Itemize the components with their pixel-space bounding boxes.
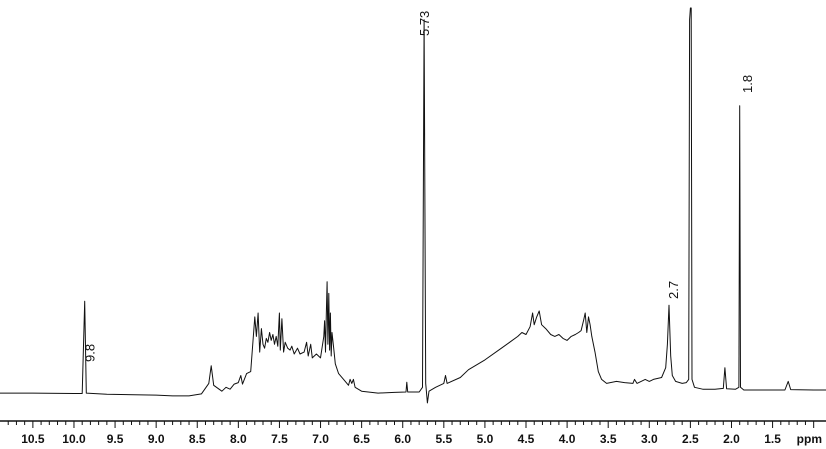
- x-tick-label: 5.0: [477, 432, 494, 446]
- x-tick-label: 7.0: [312, 432, 329, 446]
- peak-label: 9.8: [82, 344, 97, 362]
- x-tick-label: 10.0: [62, 432, 86, 446]
- plot-area: [0, 7, 826, 404]
- x-axis-unit-label: ppm: [797, 432, 822, 446]
- peak-label: 2.7: [666, 281, 681, 299]
- x-tick-label: 3.5: [600, 432, 617, 446]
- x-axis-ticks: 10.5 10.0 9.5 9.0 8.5 8.0 7.5 7.0 6.5 6.0 5.5 5.0 4.…: [7, 421, 815, 446]
- x-tick-label: 8.0: [230, 432, 247, 446]
- x-tick-label: 5.5: [435, 432, 452, 446]
- x-tick-label: 9.5: [107, 432, 124, 446]
- x-tick-label: 2.5: [682, 432, 699, 446]
- x-tick-label: 1.5: [764, 432, 781, 446]
- x-tick-label: 9.0: [148, 432, 165, 446]
- peak-label: 1.8: [740, 75, 755, 93]
- x-tick-label: 7.5: [271, 432, 288, 446]
- x-tick-label: 6.5: [353, 432, 370, 446]
- peak-labels: 9.8 5.73 2.7 1.8: [82, 11, 755, 362]
- x-tick-label: 3.0: [641, 432, 658, 446]
- x-tick-label: 2.0: [723, 432, 740, 446]
- x-tick-label: 4.5: [518, 432, 535, 446]
- x-tick-label: 8.5: [189, 432, 206, 446]
- x-tick-label: 4.0: [559, 432, 576, 446]
- spectrum-line: [0, 7, 826, 404]
- peak-label: 5.73: [417, 11, 432, 36]
- x-tick-label: 10.5: [21, 432, 45, 446]
- x-tick-label: 6.0: [394, 432, 411, 446]
